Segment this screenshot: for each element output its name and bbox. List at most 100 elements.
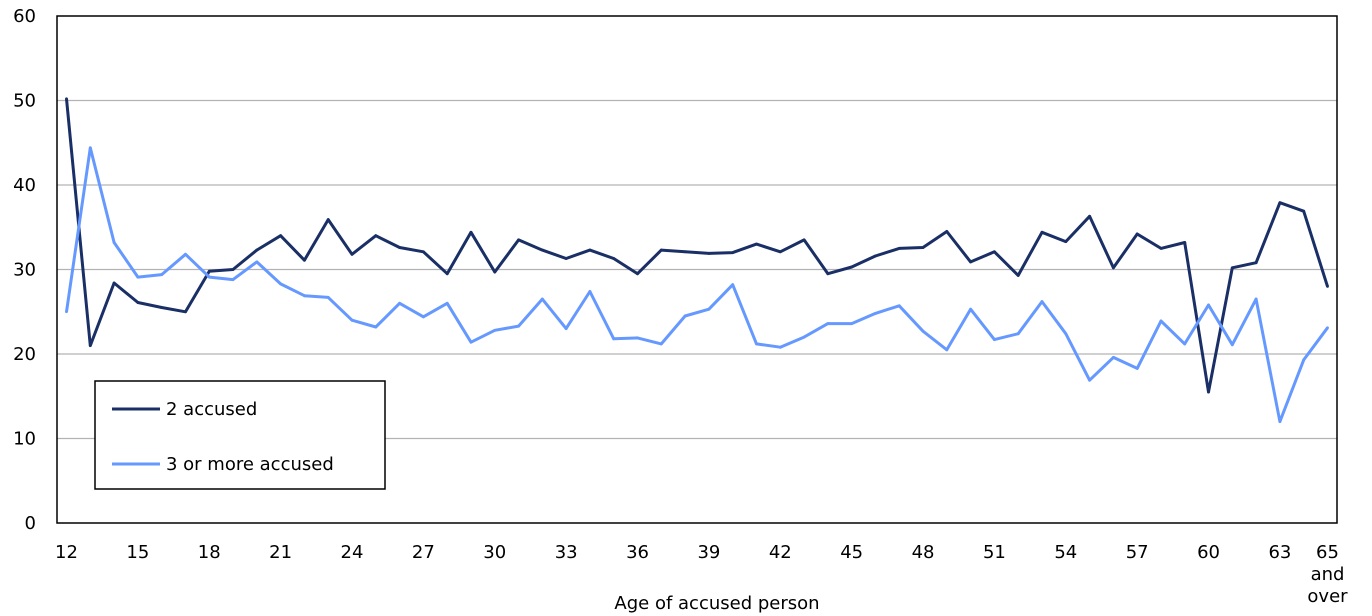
data-point [874, 312, 877, 315]
data-point [421, 315, 425, 319]
data-point [802, 335, 806, 339]
data-point [350, 318, 354, 322]
series-line [65, 98, 1329, 394]
data-point [326, 218, 330, 222]
x-axis-tick-labels: 12 15 18 21 24 27 30 33 36 39 42 45 48 51 54 57 60 63 65 an… [55, 542, 1348, 607]
data-point [897, 304, 901, 308]
data-point [1016, 274, 1020, 277]
data-point [1254, 261, 1258, 265]
data-point [1183, 342, 1187, 346]
data-point [184, 252, 187, 256]
data-point [398, 246, 401, 249]
data-point [374, 325, 378, 329]
data-point [1207, 303, 1210, 307]
data-point [826, 272, 830, 276]
data-point [255, 260, 259, 264]
data-point [136, 301, 140, 304]
data-point [160, 273, 164, 276]
data-point [445, 272, 449, 276]
data-point [564, 257, 568, 260]
x-tick-label: 45 [840, 542, 863, 563]
data-point [588, 290, 592, 293]
data-point [850, 265, 854, 269]
data-point [540, 248, 544, 252]
x-tick-label: 57 [1126, 542, 1149, 563]
data-point [1040, 300, 1044, 304]
series-line [65, 146, 1329, 424]
x-tick-label: 36 [626, 542, 649, 563]
series-lines [65, 97, 1329, 424]
data-point [1230, 266, 1234, 270]
data-point [1135, 232, 1139, 236]
data-point [1111, 355, 1115, 359]
x-axis-title: Age of accused person [614, 593, 819, 614]
x-tick-label: 12 [55, 542, 78, 563]
x-tick-label: 63 [1268, 542, 1291, 563]
data-point [112, 241, 116, 244]
data-point [112, 281, 116, 285]
data-point [1016, 332, 1020, 336]
series-1 [65, 97, 1329, 394]
legend: 2 accused 3 or more accused [94, 380, 386, 490]
y-tick-label: 40 [13, 175, 36, 196]
data-point [1302, 209, 1306, 213]
y-tick-label: 50 [13, 91, 36, 112]
data-point [326, 295, 330, 299]
data-point [659, 248, 663, 252]
data-point [921, 246, 925, 249]
gridlines [57, 99, 1337, 440]
data-point [1278, 420, 1282, 423]
data-point [255, 248, 259, 252]
data-point [969, 260, 973, 264]
y-axis-tick-labels: 0 10 20 30 40 50 60 [13, 6, 36, 534]
data-point [1088, 214, 1091, 218]
data-point [755, 242, 758, 246]
y-tick-label: 60 [13, 6, 36, 27]
data-point [1278, 201, 1282, 205]
data-point [136, 275, 140, 279]
data-point [659, 342, 663, 346]
data-point [493, 270, 497, 274]
data-point [350, 252, 354, 256]
data-point [1088, 378, 1091, 382]
data-point [1326, 326, 1329, 330]
data-point [945, 230, 949, 233]
x-tick-label: 39 [697, 542, 720, 563]
data-point [1159, 319, 1163, 323]
data-point [683, 250, 687, 254]
legend-label: 2 accused [166, 399, 257, 420]
data-point [1040, 230, 1044, 234]
y-tick-label: 0 [25, 513, 36, 534]
x-tick-label: 33 [555, 542, 578, 563]
x-tick-label: 54 [1054, 542, 1077, 563]
data-point [612, 257, 616, 260]
data-point [778, 345, 782, 349]
x-tick-label: 60 [1197, 542, 1220, 563]
data-point [1159, 246, 1163, 250]
data-point [969, 307, 973, 311]
data-point [65, 97, 68, 101]
data-point [1183, 241, 1187, 244]
data-point [731, 251, 735, 255]
data-point [421, 250, 425, 254]
data-point [374, 234, 378, 238]
data-point [1254, 297, 1258, 301]
data-point [874, 254, 877, 258]
x-tick-label: 18 [198, 542, 221, 563]
data-point [1207, 390, 1210, 394]
data-point [88, 344, 92, 347]
x-tick-label: 65 and over [1307, 542, 1348, 607]
x-tick-label: 30 [483, 542, 506, 563]
data-point [303, 294, 306, 298]
data-point [1230, 343, 1234, 347]
plot-area-frame [56, 15, 1338, 524]
y-tick-label: 30 [13, 260, 36, 281]
data-point [850, 322, 854, 325]
x-tick-label: 42 [769, 542, 792, 563]
data-point [588, 248, 592, 252]
data-point [731, 283, 735, 287]
data-point [517, 324, 520, 328]
data-point [88, 146, 92, 150]
data-point [1135, 366, 1139, 370]
data-point [707, 307, 711, 311]
